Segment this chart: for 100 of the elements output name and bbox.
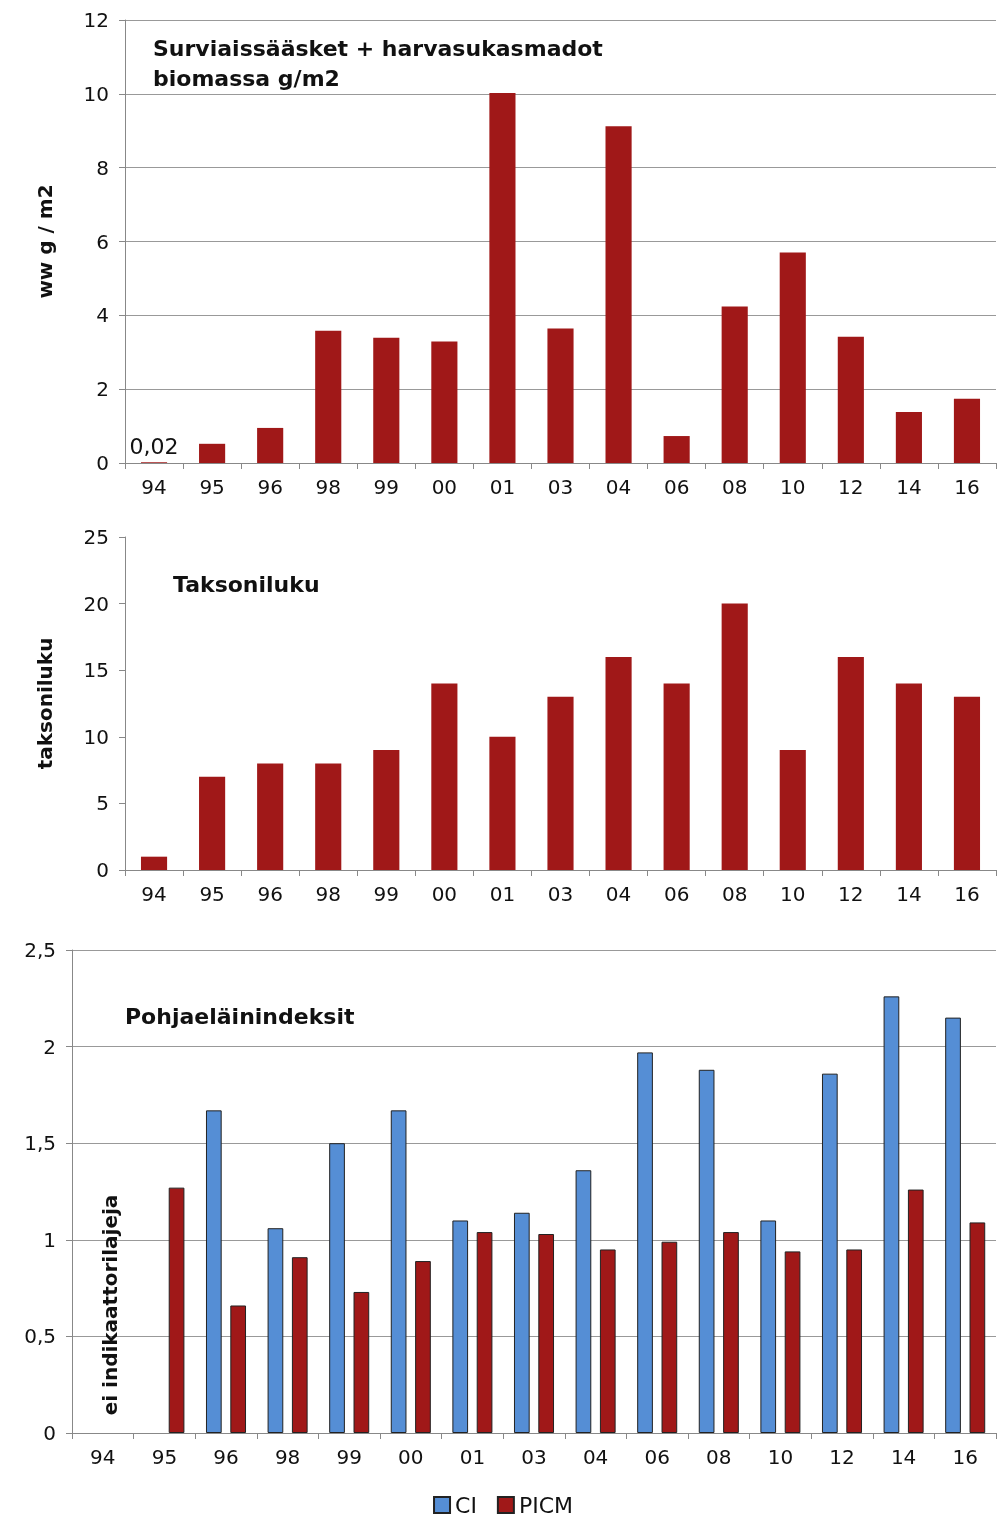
x-tick-label: 99 — [373, 475, 400, 499]
x-tick-label: 94 — [141, 882, 167, 906]
bar — [637, 1052, 653, 1433]
y-tick-label: 4 — [96, 303, 109, 328]
bar — [489, 93, 516, 463]
x-tick-label: 06 — [663, 882, 690, 906]
y-tick-label: 2 — [43, 1034, 56, 1059]
bar — [315, 330, 342, 463]
y-tick-label: 0 — [96, 858, 109, 882]
x-tick-label: 03 — [547, 882, 574, 906]
x-tick-label: 95 — [151, 1445, 178, 1469]
bar — [257, 763, 284, 870]
x-tick-label: 95 — [199, 882, 225, 906]
bar — [907, 1189, 924, 1433]
x-tick-label: 03 — [521, 1445, 547, 1469]
x-tick-label: 12 — [829, 1445, 855, 1469]
y-tick-label: 25 — [83, 525, 109, 549]
y-axis-title: taksoniluku — [33, 637, 57, 770]
bar — [663, 436, 690, 463]
y-tick-label: 10 — [83, 724, 109, 749]
legend-label: CI — [455, 1492, 477, 1518]
x-tick-label: 08 — [721, 882, 748, 906]
x-tick-label: 16 — [952, 1445, 978, 1469]
bar — [698, 1069, 715, 1433]
y-tick-label: 1 — [43, 1227, 56, 1252]
x-tick-label: 12 — [838, 475, 864, 499]
bar — [140, 856, 168, 870]
bar — [315, 763, 342, 870]
x-tick-label: 98 — [315, 882, 341, 906]
x-tick-label: 14 — [890, 1445, 917, 1469]
x-tick-label: 08 — [706, 1445, 732, 1469]
bar — [779, 750, 806, 870]
x-tick-label: 99 — [336, 1445, 362, 1469]
bar — [513, 1212, 530, 1433]
bar — [199, 776, 226, 870]
bar — [267, 1228, 284, 1433]
bar — [605, 126, 632, 463]
x-tick-label: 00 — [431, 475, 458, 499]
bar — [205, 1110, 222, 1433]
annotation: ei indikaattorilajeja — [98, 1194, 122, 1416]
y-tick-label: 6 — [96, 229, 109, 254]
bar — [779, 252, 806, 463]
y-tick-label: 2,5 — [24, 938, 56, 962]
bar — [895, 683, 922, 870]
bar — [883, 996, 900, 1433]
bar — [821, 1073, 838, 1433]
x-tick-label: 14 — [896, 882, 922, 906]
x-tick-label: 00 — [431, 882, 458, 906]
y-tick-label: 0,5 — [24, 1324, 56, 1349]
bar — [661, 1241, 678, 1433]
bar — [168, 1187, 185, 1433]
x-tick-label: 16 — [954, 475, 980, 499]
y-tick-label: 10 — [83, 81, 109, 106]
y-axis-title: ww g / m2 — [33, 184, 57, 299]
bar — [538, 1234, 555, 1433]
y-tick-label: 8 — [96, 155, 109, 180]
bar — [953, 398, 981, 463]
bar — [291, 1257, 308, 1433]
bar — [837, 336, 864, 463]
text: Taksoniluku — [173, 571, 320, 597]
bar — [431, 341, 458, 463]
bar — [547, 328, 574, 463]
bar — [489, 736, 516, 870]
bar — [953, 696, 981, 870]
x-tick-label: 98 — [315, 475, 341, 499]
x-tick-label: 14 — [896, 475, 922, 499]
y-tick-label: 15 — [83, 658, 109, 683]
x-tick-label: 01 — [459, 1445, 486, 1469]
x-tick-label: 00 — [398, 1445, 424, 1469]
bar — [599, 1249, 616, 1433]
y-tick-label: 0 — [96, 451, 109, 475]
x-tick-label: 04 — [582, 1445, 609, 1469]
bar — [390, 1110, 407, 1433]
y-tick-label: 12 — [83, 8, 109, 32]
bar — [476, 1232, 493, 1433]
data-label: 0,02 — [129, 433, 179, 459]
bar — [452, 1220, 469, 1433]
x-tick-label: 06 — [644, 1445, 670, 1469]
bar — [969, 1222, 986, 1433]
bar — [846, 1249, 863, 1433]
bar — [415, 1261, 431, 1433]
bar — [721, 603, 748, 870]
x-tick-label: 96 — [257, 882, 283, 906]
y-tick-label: 20 — [83, 591, 109, 616]
x-tick-label: 16 — [954, 882, 980, 906]
x-tick-label: 10 — [780, 475, 806, 499]
bar — [373, 337, 400, 463]
bar — [353, 1291, 370, 1433]
bar — [329, 1143, 345, 1433]
bar — [575, 1170, 592, 1433]
x-tick-label: 98 — [274, 1445, 301, 1469]
bar — [257, 427, 284, 463]
bar — [431, 683, 458, 870]
x-tick-label: 03 — [547, 475, 574, 499]
bar — [547, 696, 574, 870]
x-tick-label: 94 — [90, 1445, 116, 1469]
x-tick-label: 94 — [141, 475, 167, 499]
y-tick-label: 2 — [96, 377, 109, 402]
bar — [895, 412, 922, 463]
bar — [837, 656, 864, 870]
